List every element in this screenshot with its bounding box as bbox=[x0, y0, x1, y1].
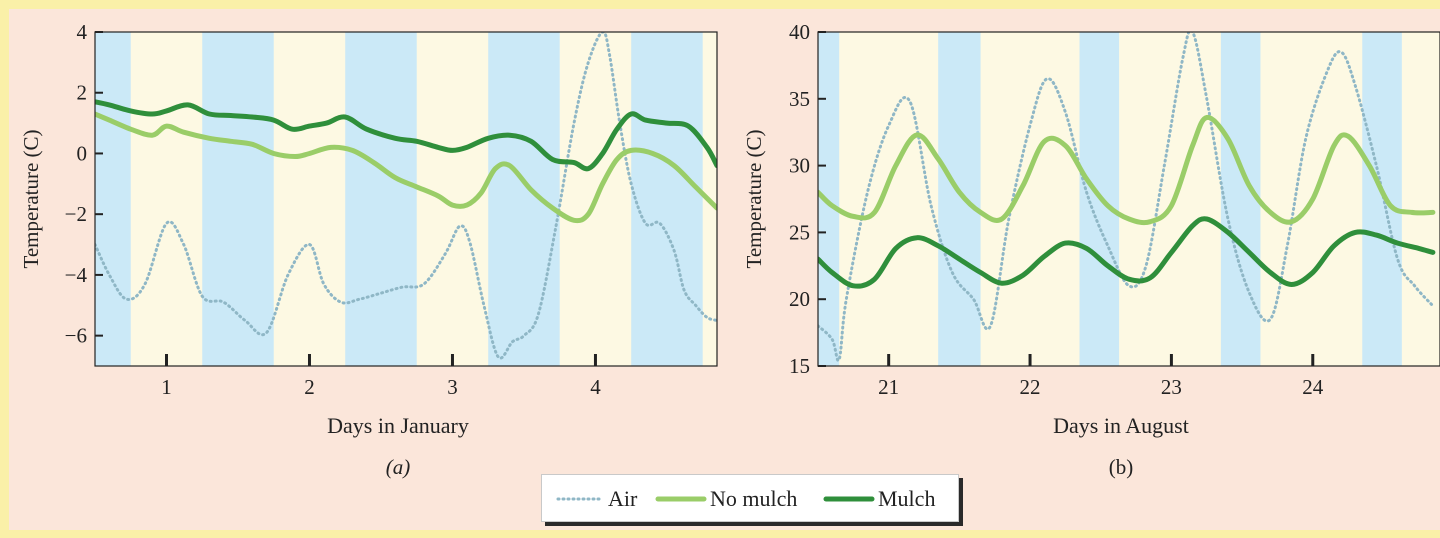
x-axis-label-b: Days in August bbox=[1053, 413, 1189, 438]
night-band bbox=[938, 32, 981, 366]
ticks-a: 4 2 0 −2 −4 −6 1 2 3 4 bbox=[65, 20, 602, 399]
x-tick-label: 24 bbox=[1302, 375, 1324, 399]
y-tick-label: 2 bbox=[77, 81, 88, 105]
y-axis-label-b: Temperature (C) bbox=[742, 129, 766, 268]
axes-box-b bbox=[817, 31, 1440, 367]
x-tick-label: 3 bbox=[447, 375, 458, 399]
bottom-frame-band bbox=[0, 530, 1440, 538]
y-tick-label: −4 bbox=[65, 263, 88, 287]
series-lines-a bbox=[95, 32, 717, 360]
y-tick-label: 15 bbox=[789, 354, 810, 378]
y-tick-label: 0 bbox=[77, 141, 88, 165]
y-tick-label: 25 bbox=[789, 220, 810, 244]
top-frame-band bbox=[0, 0, 1440, 9]
y-tick-label: 4 bbox=[77, 20, 88, 44]
night-band bbox=[1220, 32, 1261, 366]
left-frame-band bbox=[0, 0, 9, 538]
x-tick-label: 2 bbox=[304, 375, 315, 399]
axes-box-a bbox=[94, 31, 718, 367]
x-tick-label: 4 bbox=[590, 375, 601, 399]
y-tick-label: 20 bbox=[789, 287, 810, 311]
series-line-air bbox=[95, 32, 717, 360]
series-lines-b bbox=[818, 32, 1436, 363]
night-band bbox=[202, 32, 274, 366]
legend-canvas: Air No mulch Mulch bbox=[556, 486, 935, 511]
x-tick-label: 21 bbox=[878, 375, 899, 399]
x-tick-label: 22 bbox=[1020, 375, 1041, 399]
night-band bbox=[1362, 32, 1402, 366]
night-band bbox=[488, 32, 560, 366]
chart-panel-a: 4 2 0 −2 −4 −6 1 2 3 4 Days in January Temperatur… bbox=[19, 20, 718, 479]
series-line-air bbox=[818, 32, 1435, 363]
night-band bbox=[95, 32, 131, 366]
night-band bbox=[818, 32, 840, 366]
ticks-b: 40 35 30 25 20 15 21 22 23 24 bbox=[789, 20, 1324, 399]
y-tick-label: 35 bbox=[789, 87, 810, 111]
legend-label-no-mulch: No mulch bbox=[710, 486, 797, 511]
chart-panel-b: 40 35 30 25 20 15 21 22 23 24 Days in August Temp… bbox=[742, 20, 1440, 479]
y-tick-label: 30 bbox=[789, 154, 810, 178]
y-tick-label: −6 bbox=[65, 324, 87, 348]
x-tick-label: 1 bbox=[161, 375, 172, 399]
x-axis-label-a: Days in January bbox=[327, 413, 469, 438]
night-bands-a bbox=[95, 32, 717, 366]
series-line-mulch bbox=[818, 216, 1436, 289]
series-line-no-mulch bbox=[95, 111, 717, 224]
night-band bbox=[345, 32, 417, 366]
y-axis-label-a: Temperature (C) bbox=[19, 129, 43, 268]
plot-area-b bbox=[818, 32, 1440, 366]
y-tick-label: 40 bbox=[789, 20, 810, 44]
legend-label-air: Air bbox=[608, 486, 638, 511]
series-line-mulch bbox=[95, 99, 717, 172]
legend-label-mulch: Mulch bbox=[878, 486, 935, 511]
panel-label-a: (a) bbox=[386, 455, 411, 479]
night-bands-b bbox=[818, 32, 1440, 366]
series-line-no-mulch bbox=[818, 115, 1436, 226]
legend: Air No mulch Mulch bbox=[541, 474, 959, 522]
y-tick-label: −2 bbox=[65, 202, 87, 226]
panel-label-b: (b) bbox=[1109, 455, 1134, 479]
night-band bbox=[631, 32, 703, 366]
x-tick-label: 23 bbox=[1161, 375, 1182, 399]
